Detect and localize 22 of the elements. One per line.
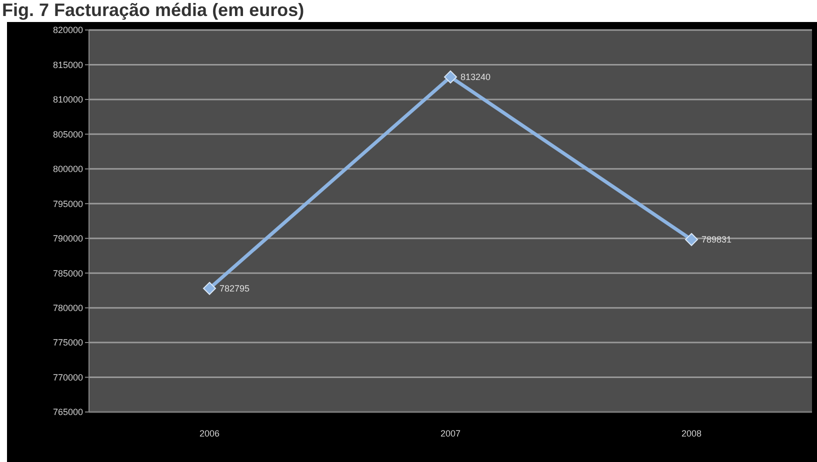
y-tick-label: 765000 <box>52 407 83 418</box>
y-tick-label: 780000 <box>52 303 83 314</box>
y-tick-label: 775000 <box>52 338 83 348</box>
y-tick-label: 805000 <box>52 129 83 140</box>
y-tick-label: 820000 <box>52 25 83 36</box>
x-tick-label: 2006 <box>199 428 220 438</box>
point <box>444 70 457 84</box>
y-tick-label: 790000 <box>52 234 83 244</box>
y-tick-label: 795000 <box>52 198 83 209</box>
chart-title: Fig. 7 Facturação média (em euros) <box>2 0 304 22</box>
y-tick-label: 815000 <box>52 60 83 70</box>
x-tick-label: 2007 <box>440 428 461 438</box>
point <box>685 233 698 246</box>
point <box>203 282 216 295</box>
data-label: 782795 <box>220 284 250 294</box>
y-tick-label: 810000 <box>52 94 83 105</box>
y-tick-label: 785000 <box>52 268 83 278</box>
y-tick-label: 800000 <box>52 164 83 174</box>
data-label: 813240 <box>460 72 491 82</box>
x-tick-label: 2008 <box>681 428 702 438</box>
y-tick-label: 770000 <box>52 372 83 382</box>
data-label: 789831 <box>702 234 732 245</box>
